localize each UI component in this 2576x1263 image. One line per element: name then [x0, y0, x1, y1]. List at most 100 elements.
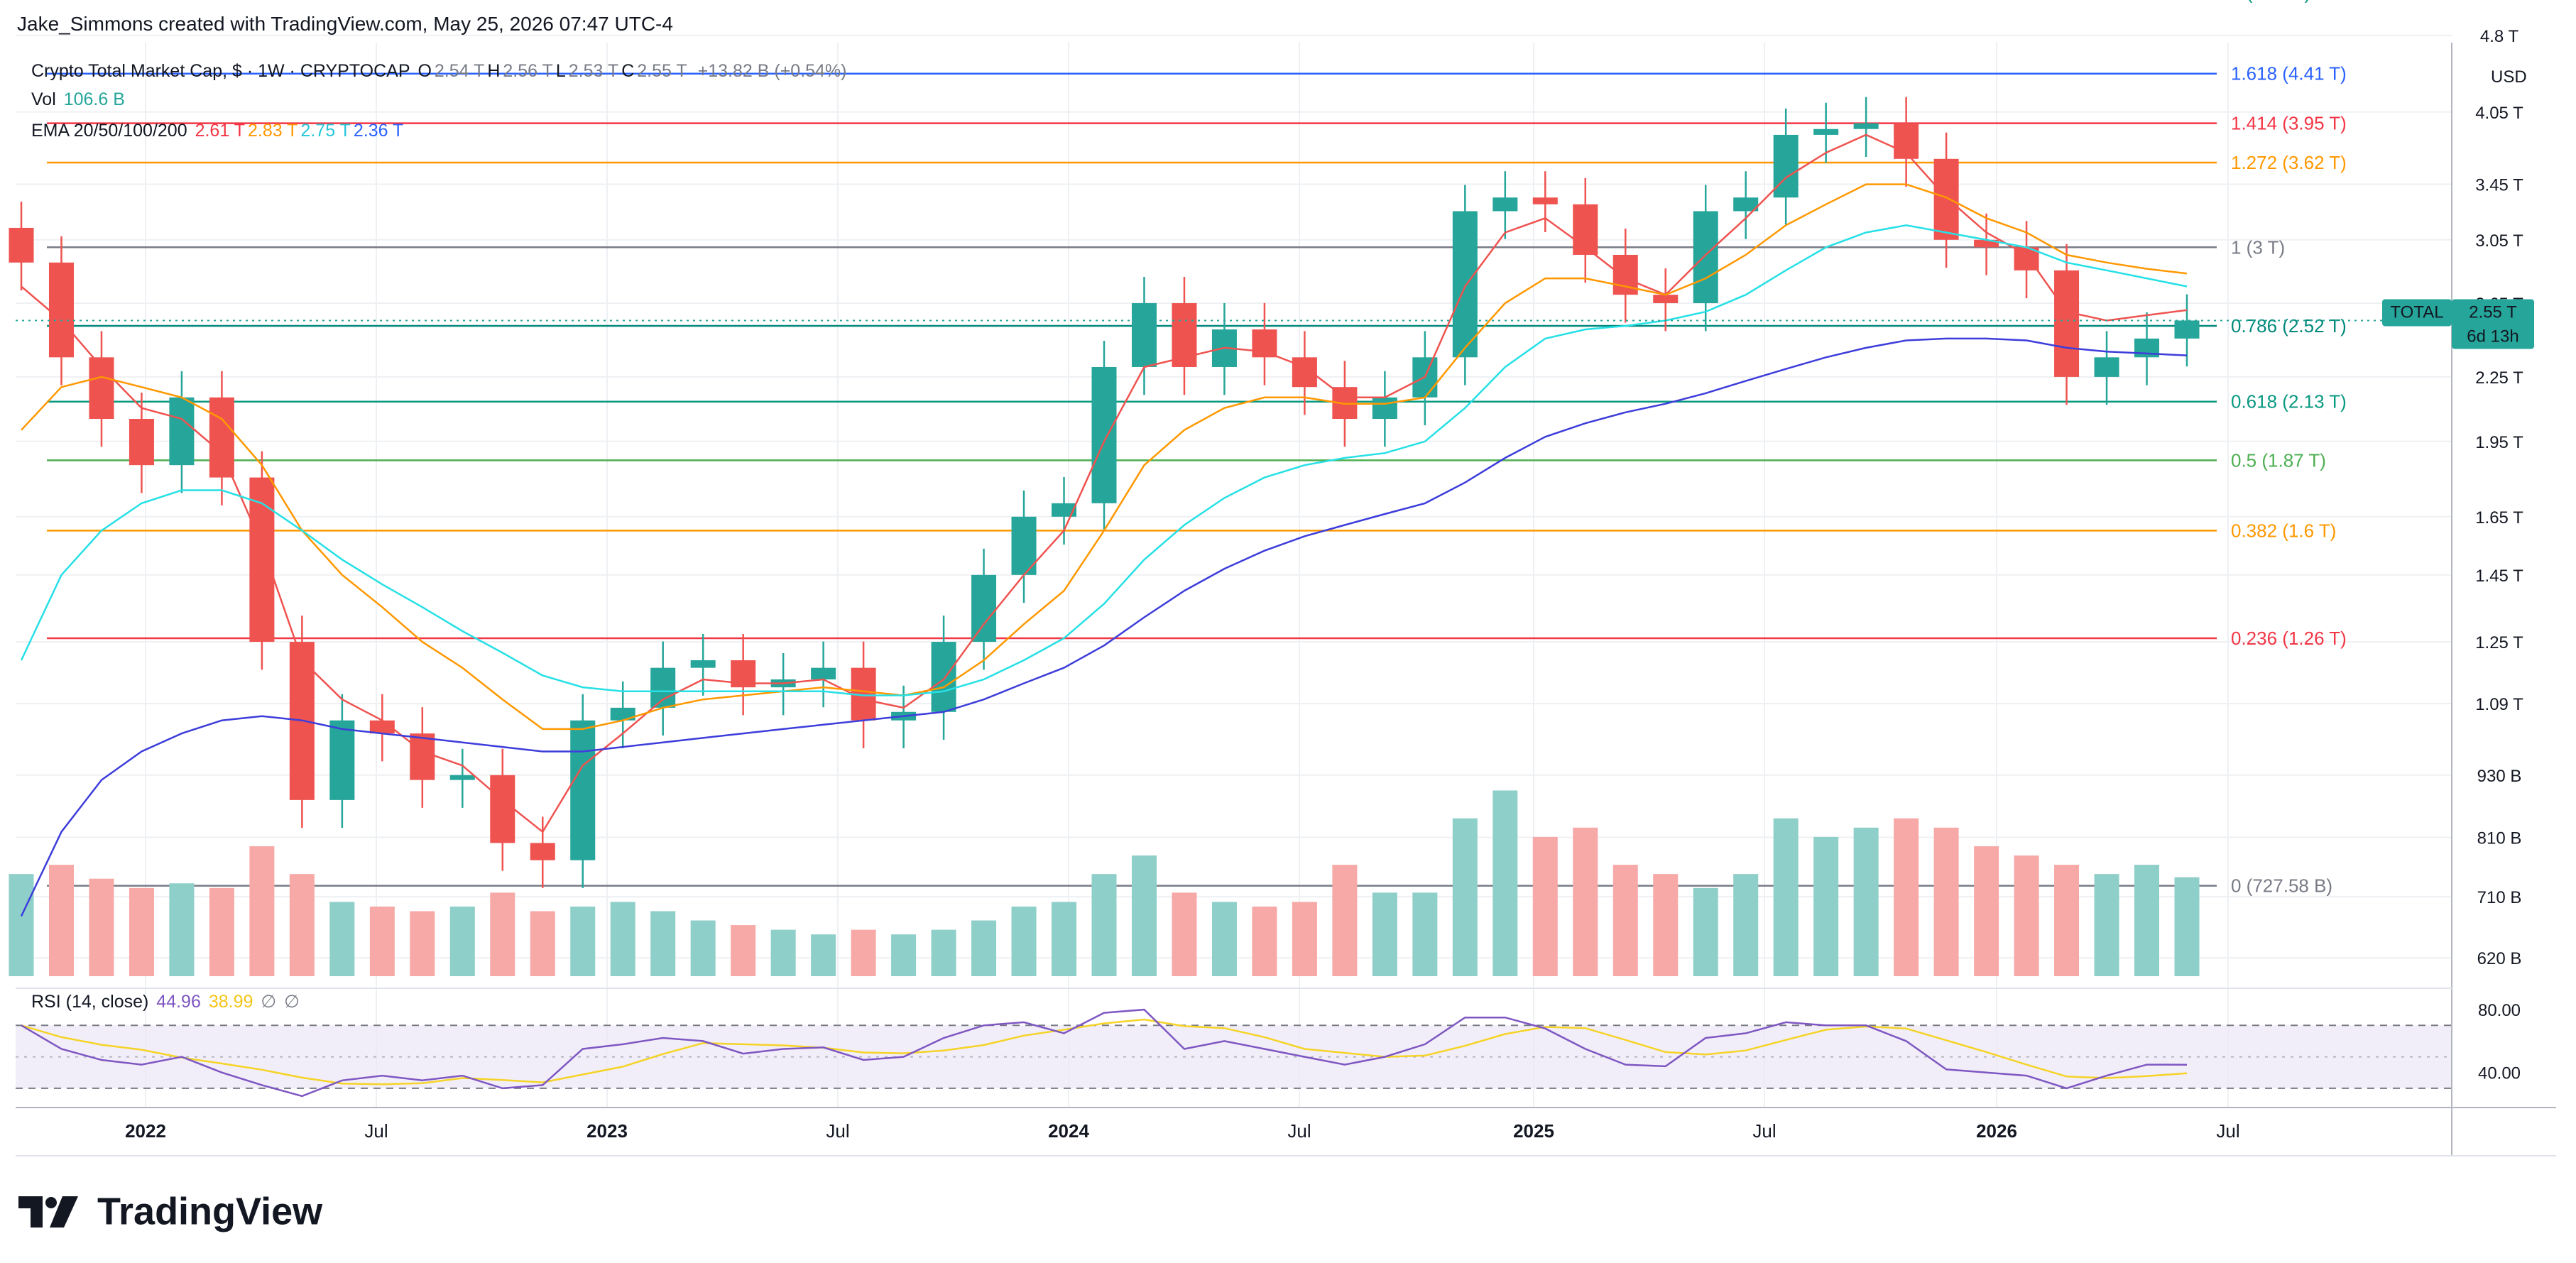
volume-bar — [1653, 874, 1679, 976]
fib-label: 0.786 (2.52 T) — [2231, 315, 2347, 337]
vol-label: Vol — [31, 89, 56, 109]
volume-bar — [1532, 836, 1558, 976]
volume-bar — [410, 911, 435, 976]
volume-bar — [1252, 906, 1277, 976]
volume-bar — [1813, 836, 1839, 976]
volume-bar — [490, 892, 515, 976]
rsi-ma-value: 38.99 — [208, 992, 253, 1012]
volume-bar — [369, 906, 395, 976]
volume-legend[interactable]: Vol 106.6 B — [31, 89, 128, 110]
candle-body — [650, 667, 676, 708]
volume-bar — [650, 911, 676, 976]
rsi-value: 44.96 — [156, 992, 201, 1012]
volume-bar — [2014, 855, 2039, 976]
volume-bar — [9, 874, 34, 976]
volume-bar — [1853, 827, 1879, 976]
symbol-tag-bg — [2382, 299, 2452, 327]
rsi-tick-label: 80.00 — [2478, 1001, 2521, 1020]
rsi-empty-2: ∅ — [284, 992, 300, 1012]
volume-bar — [2134, 865, 2160, 976]
ohlc-c-label: C — [621, 61, 635, 81]
candle-body — [1853, 123, 1879, 129]
candle-body — [449, 775, 475, 780]
candle-body — [129, 419, 154, 466]
volume-bar — [1612, 865, 1638, 976]
volume-bar — [1011, 906, 1037, 976]
candle-body — [329, 720, 355, 800]
ohlc-values: O 2.54 T H 2.56 T L 2.53 T C 2.55 T — [417, 61, 689, 81]
fib-label: 0.236 (1.26 T) — [2231, 628, 2347, 649]
volume-bar — [1773, 818, 1799, 976]
volume-bar — [570, 906, 596, 976]
time-tick-label: Jul — [1287, 1120, 1311, 1142]
candle-body — [1733, 197, 1759, 212]
logo-text: TradingView — [97, 1190, 323, 1233]
ema-value-1: 2.83 T — [248, 121, 298, 141]
currency-label: USD — [2491, 67, 2527, 87]
candle-body — [610, 707, 635, 721]
volume-bar — [1172, 892, 1197, 976]
volume-bar — [169, 883, 195, 976]
rsi-tick-label: 40.00 — [2478, 1064, 2521, 1083]
time-tick-label: 2023 — [586, 1120, 628, 1142]
time-tick-label: Jul — [1752, 1120, 1776, 1142]
candle-body — [1532, 197, 1558, 204]
volume-bar — [48, 865, 74, 976]
candlestick-series — [9, 97, 2200, 888]
candle-body — [249, 477, 275, 643]
ema-line-ema-100 — [20, 224, 2188, 696]
candle-body — [1653, 295, 1679, 304]
vol-value: 106.6 B — [63, 89, 125, 109]
volume-bar — [249, 846, 275, 976]
candle-body — [410, 733, 435, 780]
candle-body — [931, 642, 956, 712]
fib-label: 1.414 (3.95 T) — [2231, 113, 2347, 134]
symbol-legend[interactable]: Crypto Total Market Cap, $ · 1W · CRYPTO… — [31, 61, 850, 82]
candle-body — [2174, 320, 2200, 339]
volume-bar — [1933, 827, 1959, 976]
rsi-label: RSI (14, close) — [31, 992, 149, 1012]
tradingview-logo-icon — [18, 1196, 80, 1228]
rsi-empty-1: ∅ — [261, 992, 277, 1012]
volume-bar — [1131, 855, 1157, 976]
ema-lines — [20, 133, 2188, 917]
price-tick-label: 1.95 T — [2475, 433, 2523, 452]
candle-body — [369, 720, 395, 734]
tradingview-logo[interactable]: TradingView — [18, 1187, 322, 1234]
volume-bar — [770, 929, 796, 976]
symbol-tag-text: TOTAL — [2390, 302, 2443, 322]
price-tick-label: 1.09 T — [2475, 695, 2523, 714]
price-tick-label: 620 B — [2477, 949, 2522, 968]
time-tick-label: 2025 — [1513, 1120, 1554, 1142]
time-tick-label: Jul — [826, 1120, 849, 1142]
candle-body — [1372, 397, 1397, 420]
volume-bar — [1052, 902, 1077, 976]
fib-label: 2 (5.28 T) — [2231, 0, 2310, 3]
ema-line-ema-20 — [21, 133, 2188, 833]
price-tick-label: 2.25 T — [2475, 368, 2523, 388]
volume-bars — [9, 790, 2200, 976]
ohlc-h-value: 2.56 T — [503, 61, 553, 81]
candle-body — [2054, 270, 2080, 377]
ema-legend[interactable]: EMA 20/50/100/200 2.61 T 2.83 T 2.75 T 2.36… — [31, 121, 409, 141]
current-price-badge — [2452, 299, 2534, 349]
price-tick-label: 810 B — [2477, 829, 2522, 848]
ohlc-c-value: 2.55 T — [637, 61, 687, 81]
fib-label: 0 (727.58 B) — [2231, 875, 2332, 897]
axes[interactable]: 4.8 T4.05 T3.45 T3.05 T2.65 T2.25 T1.95 … — [16, 27, 2556, 1157]
volume-bar — [209, 887, 234, 976]
volume-bar — [1412, 892, 1438, 976]
candle-body — [48, 262, 74, 358]
volume-bar — [610, 902, 635, 976]
time-tick-label: 2024 — [1048, 1120, 1089, 1142]
candle-body — [1974, 239, 1999, 248]
ema-line-ema-200 — [20, 337, 2188, 917]
price-tick-label: 1.25 T — [2475, 633, 2523, 652]
candle-body — [530, 843, 555, 860]
rsi-pane[interactable] — [16, 1008, 2452, 1098]
ohlc-o-value: 2.54 T — [434, 61, 485, 81]
rsi-legend[interactable]: RSI (14, close) 44.96 38.99 ∅ ∅ — [31, 991, 302, 1012]
candle-body — [1131, 303, 1157, 367]
fib-label: 0.618 (2.13 T) — [2231, 391, 2347, 412]
